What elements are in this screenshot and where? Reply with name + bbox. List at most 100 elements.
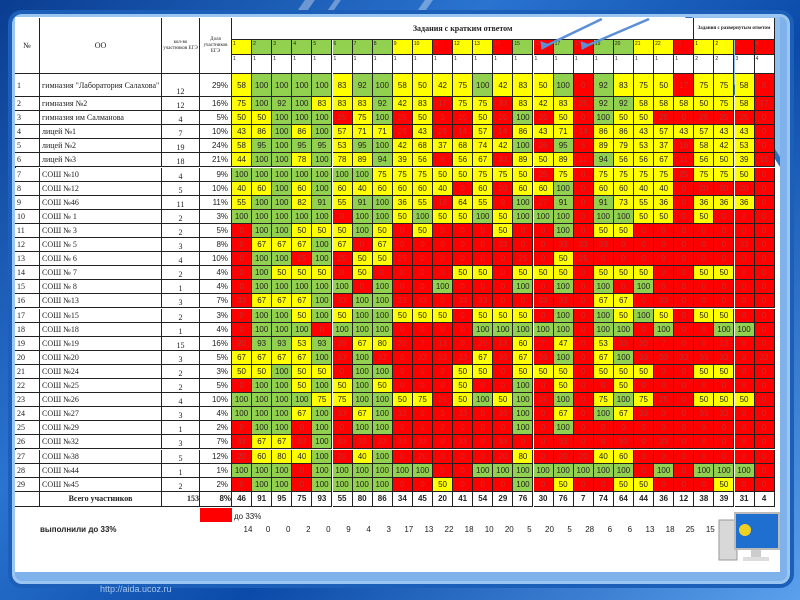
result-cell: 100 (332, 280, 353, 295)
result-cell: 58 (232, 139, 253, 154)
result-cell: 79 (613, 139, 634, 154)
result-cell: 25 (694, 111, 715, 126)
result-cell: 0 (754, 294, 775, 309)
task-points: 1 (433, 55, 454, 74)
result-cell: 100 (734, 463, 755, 478)
result-cell: 67 (372, 238, 393, 253)
result-cell: 0 (573, 336, 594, 351)
result-cell: 0 (412, 407, 433, 422)
result-cell: 42 (533, 97, 554, 112)
result-cell: 91 (553, 195, 574, 210)
result-cell: 100 (714, 463, 735, 478)
result-cell: 0 (573, 181, 594, 196)
result-cell: 33 (473, 294, 494, 309)
result-cell: 33 (433, 350, 454, 365)
result-cell: 0 (734, 477, 755, 492)
result-cell: 33 (372, 350, 393, 365)
result-cell: 16 (674, 139, 695, 154)
result-cell: 0 (453, 477, 474, 492)
result-cell: 0 (754, 125, 775, 140)
result-cell: 100 (272, 139, 293, 154)
row-number: 29 (15, 477, 40, 492)
participant-count: 19 (162, 139, 200, 154)
result-cell: 14 (573, 125, 594, 140)
task-points: 1 (613, 55, 634, 74)
total-cell: 91 (252, 491, 273, 507)
result-cell: 6 (433, 153, 454, 168)
header-count: кол-во участников ЕГЭ (162, 18, 200, 74)
result-cell: 60 (613, 449, 634, 464)
result-cell: 50 (593, 266, 614, 281)
result-cell: 50 (553, 477, 574, 492)
result-cell: 75 (352, 111, 373, 126)
result-cell: 50 (493, 209, 514, 224)
result-cell: 7 (533, 336, 554, 351)
result-cell: 25 (493, 111, 514, 126)
result-cell: 0 (473, 421, 494, 436)
result-cell: 100 (372, 449, 393, 464)
result-cell: 0 (674, 181, 695, 196)
result-cell: 0 (613, 238, 634, 253)
result-cell: 0 (694, 421, 715, 436)
task-number-18: 18 (573, 40, 594, 55)
result-cell: 29 (392, 125, 413, 140)
task-points: 1 (352, 55, 373, 74)
result-cell: 86 (593, 125, 614, 140)
result-cell: 20 (232, 449, 253, 464)
result-cell: 0 (674, 308, 695, 323)
below-33-count: 2 (306, 524, 311, 534)
result-cell: 0 (754, 322, 775, 337)
total-blank (15, 491, 40, 507)
result-cell: 83 (513, 97, 534, 112)
result-cell: 0 (433, 294, 454, 309)
task-points: 1 (634, 55, 655, 74)
result-cell: 50 (453, 209, 474, 224)
result-cell: 50 (513, 266, 534, 281)
result-cell: 100 (312, 407, 333, 422)
row-number: 11 (15, 223, 40, 238)
result-cell: 0 (412, 238, 433, 253)
result-cell: 33 (694, 407, 715, 422)
row-number: 27 (15, 449, 40, 464)
result-cell: 94 (372, 153, 393, 168)
result-cell: 58 (734, 74, 755, 97)
result-cell: 0 (734, 266, 755, 281)
result-cell: 89 (352, 153, 373, 168)
result-cell: 0 (573, 322, 594, 337)
result-cell: 0 (332, 421, 353, 436)
result-cell: 0 (714, 421, 735, 436)
row-number: 14 (15, 266, 40, 281)
result-cell: 71 (553, 125, 574, 140)
result-cell: 0 (694, 280, 715, 295)
result-cell: 0 (674, 294, 695, 309)
result-cell: 0 (292, 477, 313, 492)
result-cell: 43 (734, 125, 755, 140)
header-num: № (15, 18, 40, 74)
task-number-13: 13 (473, 40, 494, 55)
result-cell: 25 (332, 111, 353, 126)
result-cell: 0 (654, 379, 675, 394)
participant-share: 3% (200, 308, 232, 323)
school-name: СОШ №24 (40, 364, 162, 379)
result-cell: 50 (654, 209, 675, 224)
result-cell: 86 (252, 125, 273, 140)
result-cell: 67 (292, 350, 313, 365)
result-cell: 42 (392, 139, 413, 154)
result-cell: 100 (473, 209, 494, 224)
result-cell: 0 (654, 477, 675, 492)
result-cell: 93 (272, 336, 293, 351)
result-cell: 100 (272, 125, 293, 140)
result-cell: 50 (312, 364, 333, 379)
result-cell: 100 (553, 322, 574, 337)
result-cell: 58 (654, 97, 675, 112)
result-cell: 100 (593, 407, 614, 422)
participant-count: 4 (162, 252, 200, 267)
result-cell: 55 (634, 195, 655, 210)
task-number-21: 21 (634, 40, 655, 55)
result-cell: 100 (312, 294, 333, 309)
result-cell: 0 (694, 449, 715, 464)
result-cell: 75 (392, 167, 413, 182)
result-cell: 100 (272, 167, 293, 182)
result-cell: 100 (553, 74, 574, 97)
result-cell: 50 (694, 308, 715, 323)
